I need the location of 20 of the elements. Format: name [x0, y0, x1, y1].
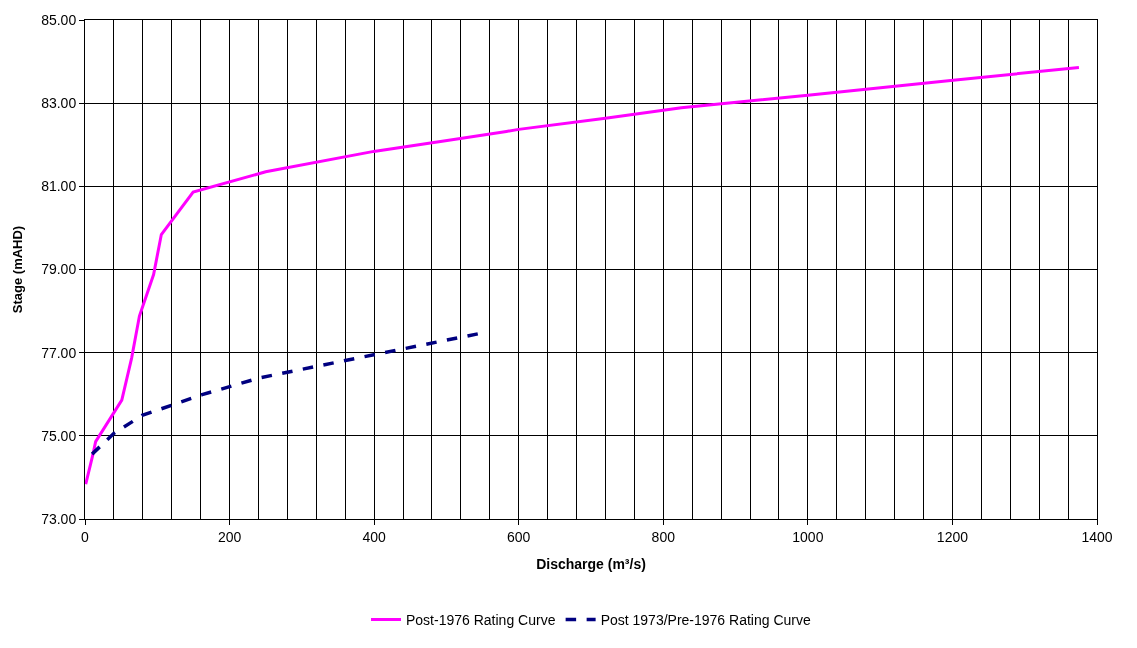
y-tick-label: 85.00 — [41, 11, 77, 28]
y-tick-label: 77.00 — [41, 344, 77, 361]
y-tick-label: 81.00 — [41, 178, 77, 195]
x-tick-label: 0 — [81, 528, 90, 545]
x-tick-label: 800 — [651, 528, 676, 545]
y-tick-label: 75.00 — [41, 427, 77, 444]
legend-label: Post-1976 Rating Curve — [406, 611, 556, 628]
y-axis-title: Stage (mAHD) — [10, 225, 26, 314]
x-tick-label: 200 — [217, 528, 242, 545]
x-tick-label: 1000 — [792, 528, 824, 545]
line-series — [85, 65, 1081, 486]
y-tick-label: 73.00 — [41, 510, 77, 527]
y-tick-label: 83.00 — [41, 95, 77, 112]
x-tick-label: 1400 — [1081, 528, 1113, 545]
y-tick-label: 79.00 — [41, 261, 77, 278]
x-tick-label: 1200 — [936, 528, 969, 545]
x-tick-label: 400 — [362, 528, 387, 545]
legend-label: Post 1973/Pre-1976 Rating Curve — [600, 611, 811, 628]
x-tick-label: 600 — [507, 528, 531, 545]
x-axis-title: Discharge (m³/s) — [536, 556, 646, 573]
